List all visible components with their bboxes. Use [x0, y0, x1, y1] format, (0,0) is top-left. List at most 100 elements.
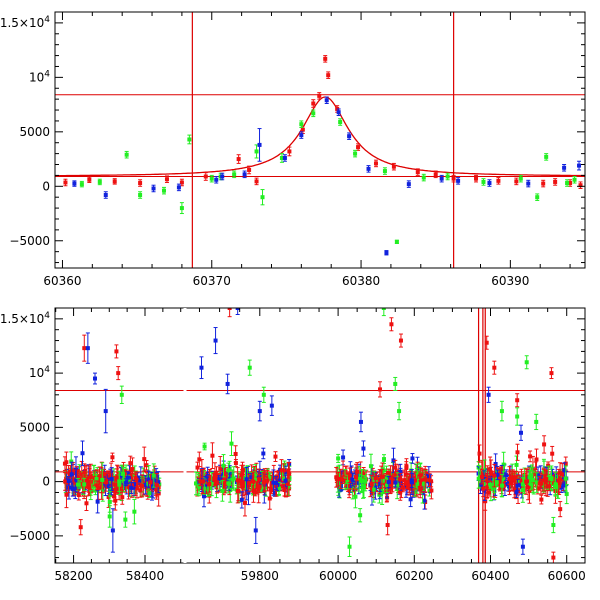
data-point	[341, 470, 346, 475]
data-point	[550, 472, 555, 477]
data-point	[244, 477, 249, 482]
data-point	[407, 486, 412, 491]
data-point	[187, 137, 192, 142]
data-point	[549, 371, 554, 376]
data-point	[482, 468, 487, 473]
data-point	[111, 494, 116, 499]
data-point	[272, 490, 277, 495]
data-point	[64, 460, 69, 465]
data-point	[347, 544, 352, 549]
data-point	[202, 486, 207, 491]
data-point	[112, 482, 117, 487]
data-point	[86, 485, 91, 490]
data-point	[553, 179, 558, 184]
data-point	[409, 468, 414, 473]
data-point	[87, 177, 92, 182]
data-point	[69, 459, 74, 464]
data-point	[227, 308, 232, 310]
data-point	[142, 457, 147, 462]
data-point	[498, 476, 503, 481]
data-point	[510, 475, 515, 480]
data-point	[551, 523, 556, 528]
data-point	[195, 465, 200, 470]
data-point	[366, 166, 371, 171]
data-point	[336, 110, 341, 115]
data-point	[528, 473, 533, 478]
data-point	[400, 485, 405, 490]
data-point	[358, 419, 363, 424]
data-point	[554, 474, 559, 479]
data-point	[487, 181, 492, 186]
data-point	[546, 475, 551, 480]
data-point	[242, 172, 247, 177]
x-axis: 60360 60370 60380 60390	[43, 12, 571, 288]
data-point	[128, 461, 133, 466]
data-point	[273, 454, 278, 459]
data-point	[199, 365, 204, 370]
data-point	[311, 111, 316, 116]
data-point	[257, 484, 262, 489]
data-point	[233, 461, 238, 466]
data-point	[556, 478, 561, 483]
data-point	[121, 477, 126, 482]
data-point	[227, 481, 232, 486]
data-point	[143, 482, 148, 487]
data-point	[514, 490, 519, 495]
data-point	[559, 485, 564, 490]
data-point	[205, 489, 210, 494]
data-point	[350, 485, 355, 490]
data-point	[213, 338, 218, 343]
data-point	[504, 473, 509, 478]
data-point	[134, 486, 139, 491]
data-point	[513, 475, 518, 480]
data-point	[110, 528, 115, 533]
data-point	[279, 468, 284, 473]
data-point	[281, 468, 286, 473]
data-point	[354, 475, 359, 480]
data-point	[216, 477, 221, 482]
data-point	[147, 491, 152, 496]
data-point	[203, 174, 208, 179]
data-point	[82, 482, 87, 487]
data-point	[151, 473, 156, 478]
data-point	[481, 486, 486, 491]
data-point	[197, 457, 202, 462]
data-point	[282, 488, 287, 493]
data-point	[254, 149, 259, 154]
data-point	[341, 455, 346, 460]
data-point	[385, 523, 390, 528]
data-point	[550, 451, 555, 456]
data-point	[153, 477, 158, 482]
data-point	[361, 472, 366, 477]
data-point	[200, 479, 205, 484]
data-point	[560, 471, 565, 476]
x-axis: 58200 58400 59800 60000 60200 60400 60600	[54, 308, 586, 583]
x-tick-label: 60400	[471, 569, 509, 583]
data-point	[398, 338, 403, 343]
segment-frame	[184, 307, 586, 564]
x-tick-label: 58200	[54, 569, 92, 583]
data-point	[535, 486, 540, 491]
data-point	[69, 472, 74, 477]
data-point	[368, 464, 373, 469]
data-point	[202, 444, 207, 449]
data-point	[202, 476, 207, 481]
data-point	[101, 472, 106, 477]
data-point	[66, 479, 71, 484]
data-point	[287, 471, 292, 476]
data-point	[338, 120, 343, 125]
data-point	[488, 467, 493, 472]
data-point	[221, 463, 226, 468]
data-point	[247, 167, 252, 172]
data-point	[536, 472, 541, 477]
data-point	[201, 494, 206, 499]
data-point	[534, 480, 539, 485]
data-point	[71, 480, 76, 485]
data-point	[409, 480, 414, 485]
data-point	[107, 499, 112, 504]
data-point	[114, 476, 119, 481]
y-tick-label: 1.5×104	[0, 15, 50, 30]
data-point	[428, 481, 433, 486]
y-tick-label: −5000	[9, 529, 50, 543]
data-point	[120, 479, 125, 484]
